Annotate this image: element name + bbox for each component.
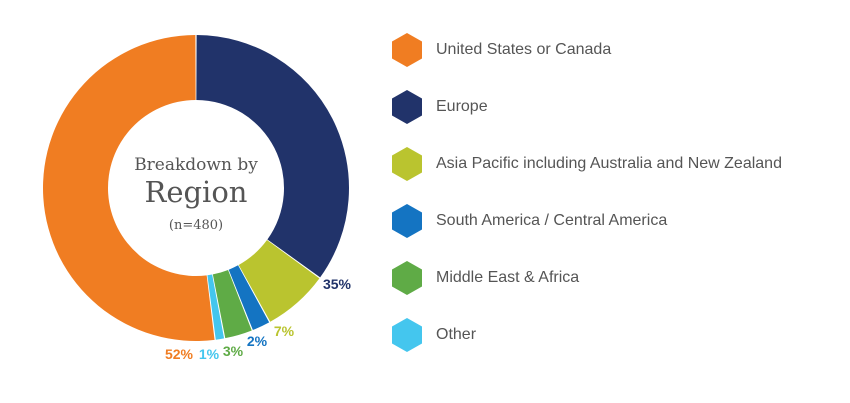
donut-slice: [196, 35, 350, 278]
legend-item: South America / Central America: [392, 201, 782, 241]
center-title-line2: Region: [145, 175, 248, 209]
percentage-label: 3%: [223, 343, 244, 359]
donut-slices: [43, 35, 350, 342]
percentage-labels: 35% 7% 2%3%1% 52%: [165, 276, 352, 362]
legend-label: United States or Canada: [436, 41, 612, 58]
legend-label: Europe: [436, 98, 488, 115]
percentage-label: 52%: [165, 346, 194, 362]
percentage-label: 35%: [323, 276, 352, 292]
legend-item: Asia Pacific including Australia and New…: [392, 144, 782, 184]
legend-item: United States or Canada: [392, 30, 782, 70]
percentage-label: 2%: [247, 333, 268, 349]
legend-label: Middle East & Africa: [436, 269, 580, 286]
hexagon-icon: [392, 90, 422, 124]
legend-item: Other: [392, 315, 782, 355]
donut-slice: [43, 35, 215, 342]
percentage-label: 1%: [199, 346, 220, 362]
donut-slice: [207, 274, 225, 340]
hexagon-icon: [392, 33, 422, 67]
center-title-line1: Breakdown by: [134, 155, 258, 175]
percentage-label: 7%: [274, 323, 295, 339]
hexagon-icon: [392, 147, 422, 181]
legend: United States or Canada Europe Asia Paci…: [392, 30, 782, 372]
center-sample-size: (n=480): [169, 218, 223, 233]
legend-item: Europe: [392, 87, 782, 127]
legend-label: Other: [436, 326, 477, 343]
hexagon-icon: [392, 318, 422, 352]
donut-slice: [228, 265, 270, 331]
donut-slice: [212, 269, 252, 339]
legend-item: Middle East & Africa: [392, 258, 782, 298]
legend-label: South America / Central America: [436, 212, 668, 229]
hexagon-icon: [392, 204, 422, 238]
donut-slice: [238, 240, 320, 322]
hexagon-icon: [392, 261, 422, 295]
legend-label: Asia Pacific including Australia and New…: [436, 155, 782, 172]
